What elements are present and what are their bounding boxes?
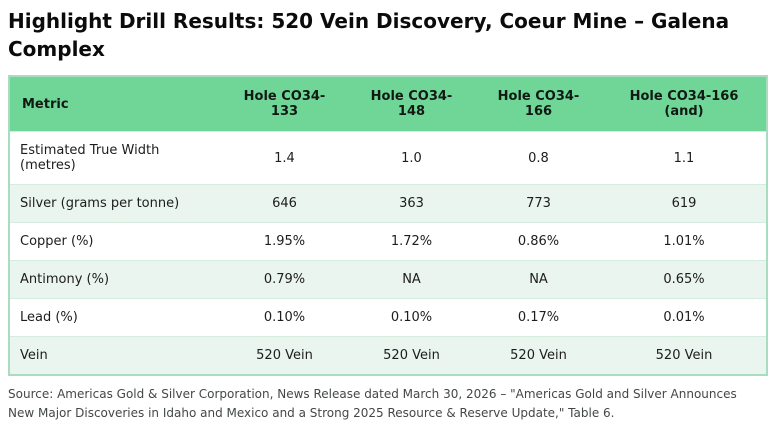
value-cell: 0.65% xyxy=(663,272,705,287)
header-cell-hole-co34-148: Hole CO34-148 xyxy=(348,76,475,132)
value-cell: 0.01% xyxy=(663,310,705,325)
value-cell: 773 xyxy=(526,196,551,211)
page-title: Highlight Drill Results: 520 Vein Discov… xyxy=(8,9,730,61)
value-cell: 1.95% xyxy=(263,234,306,249)
table-row: Lead (%) 0.10% 0.10% 0.17% 0.01% xyxy=(9,298,767,337)
value-cell: 1.01% xyxy=(663,234,705,249)
value-cell: 520 Vein xyxy=(510,348,567,363)
metric-cell: Silver (grams per tonne) xyxy=(20,196,180,211)
value-cell: NA xyxy=(529,272,548,287)
drill-results-table: Metric Hole CO34-133 Hole CO34-148 Hole … xyxy=(8,75,768,376)
table-row: Silver (grams per tonne) 646 363 773 619 xyxy=(9,184,767,223)
metric-cell: Estimated True Width (metres) xyxy=(20,143,160,173)
value-cell: 646 xyxy=(272,196,297,211)
value-cell: 520 Vein xyxy=(383,348,440,363)
value-cell: 363 xyxy=(399,196,424,211)
metric-cell: Copper (%) xyxy=(20,234,94,249)
header-cell-metric: Metric xyxy=(9,76,221,132)
value-cell: 0.10% xyxy=(390,310,433,325)
metric-cell: Lead (%) xyxy=(20,310,78,325)
value-cell: 0.17% xyxy=(517,310,560,325)
value-cell: 619 xyxy=(671,196,697,211)
header-row: Metric Hole CO34-133 Hole CO34-148 Hole … xyxy=(9,76,767,132)
table-row: Copper (%) 1.95% 1.72% 0.86% 1.01% xyxy=(9,222,767,261)
value-cell: 520 Vein xyxy=(256,348,313,363)
table-row: Vein 520 Vein 520 Vein 520 Vein 520 Vein xyxy=(9,336,767,375)
value-cell: 0.86% xyxy=(517,234,560,249)
value-cell: 1.1 xyxy=(673,150,695,166)
value-cell: 0.8 xyxy=(528,150,549,166)
header-cell-hole-co34-166-and: Hole CO34-166 (and) xyxy=(602,76,767,132)
table-row: Antimony (%) 0.79% NA NA 0.65% xyxy=(9,260,767,299)
value-cell: 1.4 xyxy=(274,150,295,166)
value-cell: 0.10% xyxy=(263,310,306,325)
table-header: Metric Hole CO34-133 Hole CO34-148 Hole … xyxy=(9,76,767,132)
value-cell: 1.72% xyxy=(390,234,433,249)
value-cell: 520 Vein xyxy=(655,348,713,363)
source-note: Source: Americas Gold & Silver Corporati… xyxy=(8,387,737,420)
value-cell: 0.79% xyxy=(263,272,306,287)
metric-cell: Vein xyxy=(20,348,48,363)
value-cell: 1.0 xyxy=(401,150,422,166)
header-cell-hole-co34-133: Hole CO34-133 xyxy=(221,76,348,132)
table-row: Estimated True Width (metres) 1.4 1.0 0.… xyxy=(9,131,767,185)
header-cell-hole-co34-166: Hole CO34-166 xyxy=(475,76,602,132)
table-body: Estimated True Width (metres) 1.4 1.0 0.… xyxy=(9,131,767,375)
metric-cell: Antimony (%) xyxy=(20,272,110,287)
value-cell: NA xyxy=(402,272,421,287)
